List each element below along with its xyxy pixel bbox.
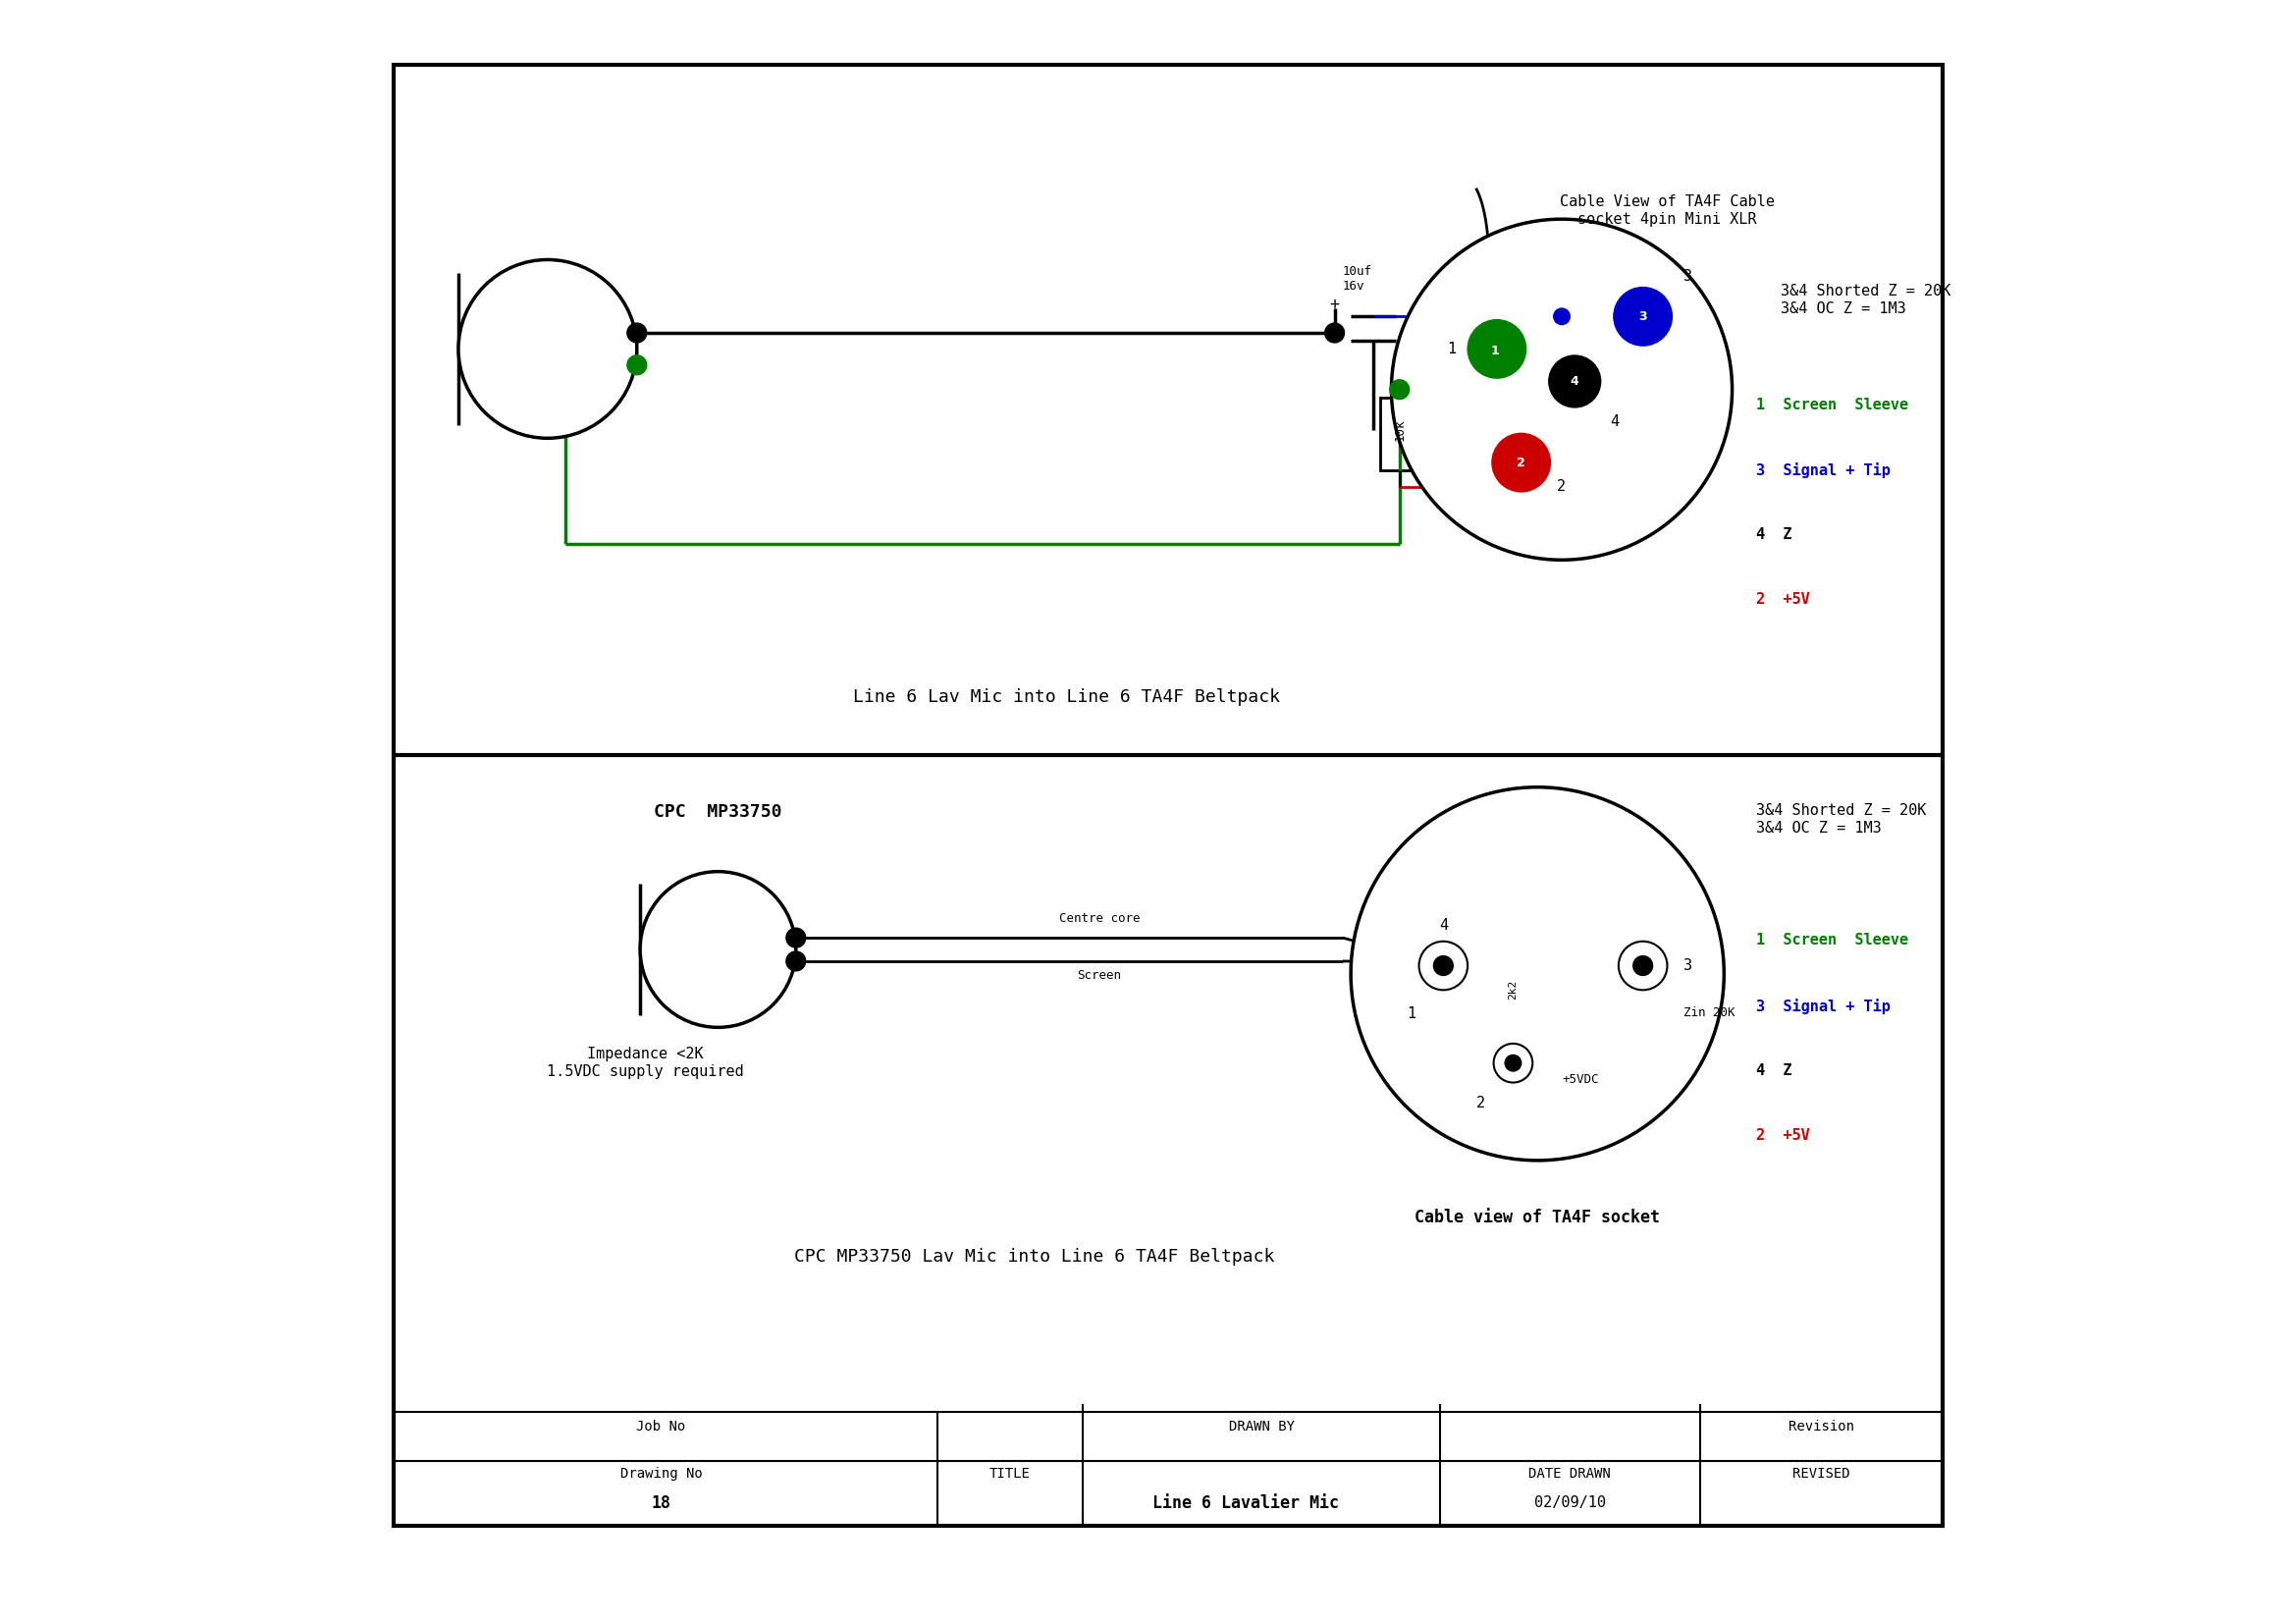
- Text: TITLE: TITLE: [990, 1467, 1031, 1480]
- Text: Line 6 Lavalier Mic: Line 6 Lavalier Mic: [1153, 1495, 1339, 1511]
- Circle shape: [1632, 956, 1653, 975]
- Circle shape: [1504, 1055, 1522, 1071]
- Circle shape: [1325, 323, 1345, 342]
- Circle shape: [1419, 941, 1467, 990]
- Text: DATE DRAWN: DATE DRAWN: [1529, 1467, 1612, 1480]
- Circle shape: [1550, 355, 1600, 407]
- Text: CPC MP33750 Lav Mic into Line 6 TA4F Beltpack: CPC MP33750 Lav Mic into Line 6 TA4F Bel…: [794, 1248, 1274, 1266]
- Text: Cable View of TA4F Cable
socket 4pin Mini XLR: Cable View of TA4F Cable socket 4pin Min…: [1559, 195, 1775, 227]
- Text: Screen: Screen: [1077, 969, 1120, 982]
- Text: 3: 3: [1639, 310, 1646, 323]
- Text: 2: 2: [1518, 456, 1525, 469]
- Text: CPC  MP33750: CPC MP33750: [654, 803, 783, 821]
- Text: Line 6 Lav Mic into Line 6 TA4F Beltpack: Line 6 Lav Mic into Line 6 TA4F Beltpack: [854, 688, 1281, 706]
- Circle shape: [1433, 956, 1453, 975]
- Circle shape: [785, 951, 806, 971]
- Circle shape: [627, 323, 647, 342]
- Text: 2: 2: [1557, 479, 1566, 495]
- Text: Cable view of TA4F socket: Cable view of TA4F socket: [1414, 1209, 1660, 1227]
- Circle shape: [1389, 380, 1410, 399]
- Circle shape: [1467, 320, 1527, 378]
- Circle shape: [1554, 308, 1570, 325]
- Text: 10uf
16v: 10uf 16v: [1343, 265, 1373, 292]
- Circle shape: [1391, 219, 1731, 560]
- Text: 4: 4: [1570, 375, 1580, 388]
- FancyBboxPatch shape: [1380, 398, 1419, 471]
- Text: Impedance <2K
1.5VDC supply required: Impedance <2K 1.5VDC supply required: [546, 1047, 744, 1079]
- Text: 1  Screen  Sleeve: 1 Screen Sleeve: [1756, 398, 1908, 412]
- Text: 2  +5V: 2 +5V: [1756, 1128, 1809, 1143]
- Text: 3: 3: [1683, 958, 1692, 974]
- Text: Drawing No: Drawing No: [620, 1467, 703, 1480]
- Text: 4: 4: [1609, 414, 1619, 430]
- Circle shape: [459, 260, 636, 438]
- Text: Job No: Job No: [636, 1420, 687, 1433]
- Text: 3: 3: [1683, 268, 1692, 284]
- Circle shape: [641, 872, 797, 1027]
- Text: 3  Signal + Tip: 3 Signal + Tip: [1756, 998, 1892, 1014]
- Circle shape: [1495, 1044, 1531, 1083]
- Text: 10k: 10k: [1394, 419, 1405, 441]
- Text: 1: 1: [1490, 344, 1499, 357]
- Text: Revision: Revision: [1789, 1420, 1855, 1433]
- Circle shape: [1614, 287, 1671, 346]
- Text: 3&4 Shorted Z = 20K
3&4 OC Z = 1M3: 3&4 Shorted Z = 20K 3&4 OC Z = 1M3: [1782, 284, 1952, 316]
- FancyBboxPatch shape: [1495, 966, 1531, 1031]
- Text: Zin 20K: Zin 20K: [1683, 1006, 1736, 1019]
- Circle shape: [785, 928, 806, 948]
- Text: +: +: [1329, 295, 1339, 313]
- Text: 3  Signal + Tip: 3 Signal + Tip: [1756, 463, 1892, 479]
- Text: 18: 18: [652, 1495, 670, 1511]
- Text: Centre core: Centre core: [1058, 912, 1139, 925]
- Text: 1  Screen  Sleeve: 1 Screen Sleeve: [1756, 933, 1908, 948]
- Text: 3&4 Shorted Z = 20K
3&4 OC Z = 1M3: 3&4 Shorted Z = 20K 3&4 OC Z = 1M3: [1756, 803, 1926, 836]
- Circle shape: [1619, 941, 1667, 990]
- Text: DRAWN BY: DRAWN BY: [1228, 1420, 1295, 1433]
- Text: +5VDC: +5VDC: [1561, 1073, 1598, 1086]
- Text: 1: 1: [1446, 341, 1456, 357]
- Text: 02/09/10: 02/09/10: [1534, 1495, 1605, 1511]
- Text: 4: 4: [1440, 917, 1449, 933]
- Circle shape: [1492, 433, 1550, 492]
- Text: 2: 2: [1476, 1096, 1486, 1110]
- Text: 2k2: 2k2: [1508, 980, 1518, 1000]
- Text: 1: 1: [1407, 1006, 1414, 1021]
- Text: 4  Z: 4 Z: [1756, 1063, 1793, 1078]
- Text: 2  +5V: 2 +5V: [1756, 592, 1809, 607]
- Text: REVISED: REVISED: [1793, 1467, 1851, 1480]
- Text: 4  Z: 4 Z: [1756, 527, 1793, 542]
- Circle shape: [1350, 787, 1724, 1160]
- Circle shape: [627, 355, 647, 375]
